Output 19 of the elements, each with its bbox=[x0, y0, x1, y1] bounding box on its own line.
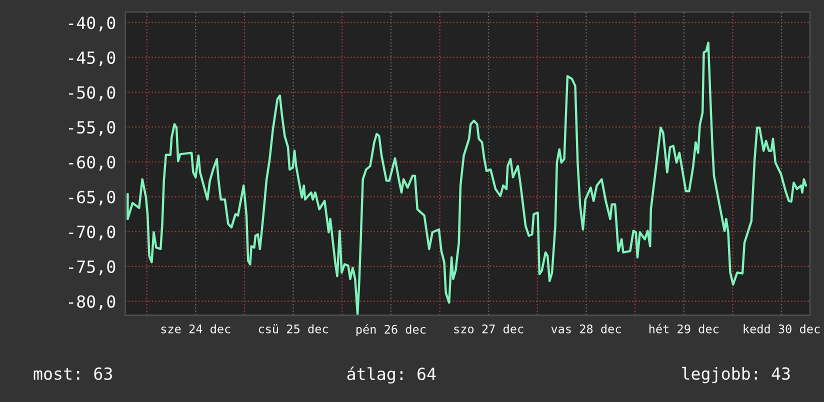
y-tick-label: -80,0 bbox=[68, 295, 116, 310]
text: legjobb: 43 bbox=[682, 366, 790, 384]
x-tick-label: vas 28 dec bbox=[551, 324, 621, 334]
x-tick-label: hét 29 dec bbox=[649, 324, 718, 334]
y-tick-label: -65,0 bbox=[68, 190, 116, 206]
x-tick-label: pén 26 dec bbox=[356, 324, 426, 336]
x-tick-label: csü 25 dec bbox=[258, 324, 328, 334]
y-tick-label: -55,0 bbox=[68, 121, 116, 136]
y-tick-label: -70,0 bbox=[68, 226, 116, 240]
x-tick-label: szo 27 dec bbox=[454, 324, 524, 334]
y-tick-label: -50,0 bbox=[68, 86, 116, 101]
text: most: 63 bbox=[34, 367, 112, 380]
y-tick-label: -45,0 bbox=[68, 51, 116, 66]
y-tick-label: -60,0 bbox=[68, 156, 116, 171]
y-tick-label: -75,0 bbox=[68, 260, 116, 276]
y-tick-label: -40,0 bbox=[68, 16, 116, 32]
x-tick-label: sze 24 dec bbox=[161, 324, 230, 334]
x-tick-label: kedd 30 dec bbox=[744, 324, 820, 334]
text: átlag: 64 bbox=[347, 366, 436, 384]
